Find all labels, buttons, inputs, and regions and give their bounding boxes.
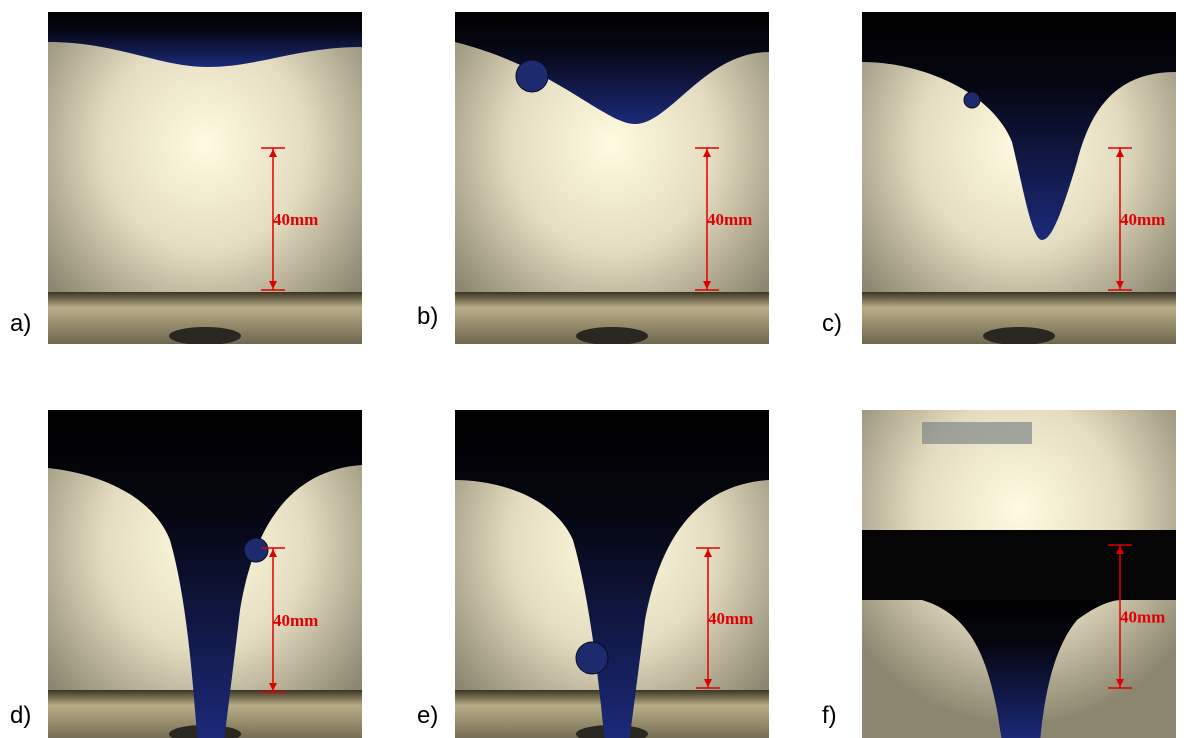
droplet <box>576 642 608 674</box>
figure: a) 40mm b) 40mm c) 40mm d) 40mm e) 40mm f) 40mm <box>0 0 1189 738</box>
photo: 40mm <box>48 12 362 344</box>
droplet <box>516 60 548 92</box>
dark-band <box>862 530 1176 600</box>
photo: 40mm <box>862 410 1176 738</box>
panel-label: f) <box>822 702 837 730</box>
streaks <box>922 422 1032 444</box>
scale-label: 40mm <box>1120 210 1165 229</box>
photo: 40mm <box>455 12 769 344</box>
scale-label: 40mm <box>707 210 752 229</box>
panel-label: e) <box>417 702 438 730</box>
photo: 40mm <box>48 410 362 738</box>
panel-label: d) <box>10 702 31 730</box>
photo: 40mm <box>862 12 1176 344</box>
droplet <box>964 92 980 108</box>
scale-label: 40mm <box>1120 608 1165 627</box>
scale-label: 40mm <box>708 609 753 628</box>
photo: 40mm <box>455 410 769 738</box>
scale-label: 40mm <box>273 611 318 630</box>
panel-label: b) <box>417 303 438 331</box>
scale-label: 40mm <box>273 210 318 229</box>
droplet <box>244 538 268 562</box>
panel-label: c) <box>822 310 842 338</box>
panel-label: a) <box>10 310 31 338</box>
